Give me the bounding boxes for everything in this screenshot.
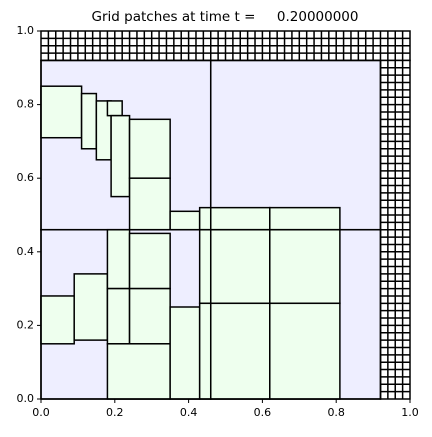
patch-level-1 xyxy=(106,228,131,290)
patch-level-1 xyxy=(169,210,201,231)
patch-level-1 xyxy=(169,306,201,400)
x-tick-label: 0.0 xyxy=(32,406,50,419)
patch-level-1 xyxy=(128,118,171,179)
patch-level-1 xyxy=(106,343,171,400)
y-tick-label: 0.2 xyxy=(17,318,35,331)
patch-level-1 xyxy=(269,302,341,400)
x-tick-label: 0.2 xyxy=(106,406,124,419)
patch-level-1 xyxy=(73,273,109,341)
y-tick-label: 0.0 xyxy=(17,392,35,405)
patch-level-1 xyxy=(269,228,341,305)
patch-level-0 xyxy=(209,59,382,231)
y-tick-label: 0.6 xyxy=(17,171,35,184)
chart-title: Grid patches at time t = 0.20000000 xyxy=(92,9,359,25)
y-tick-label: 0.4 xyxy=(17,245,35,258)
patch-level-1 xyxy=(80,92,98,150)
patch-outline xyxy=(209,59,382,231)
patch-level-1 xyxy=(40,295,75,345)
patch-level-1 xyxy=(269,206,341,231)
y-tick-label: 0.8 xyxy=(17,98,35,111)
patch-level-1 xyxy=(128,232,171,290)
patch-level-1 xyxy=(128,177,171,231)
x-tick-label: 0.4 xyxy=(180,406,198,419)
patch-level-1 xyxy=(40,85,83,139)
patch-level-1 xyxy=(106,100,123,117)
x-tick-label: 0.6 xyxy=(254,406,272,419)
patch-level-1 xyxy=(110,114,131,198)
patch-level-1 xyxy=(106,287,131,345)
x-tick-label: 1.0 xyxy=(401,406,419,419)
patch-level-1 xyxy=(128,287,171,345)
x-tick-label: 0.8 xyxy=(327,406,345,419)
y-tick-label: 1.0 xyxy=(17,24,35,37)
plot-frame xyxy=(40,30,411,400)
